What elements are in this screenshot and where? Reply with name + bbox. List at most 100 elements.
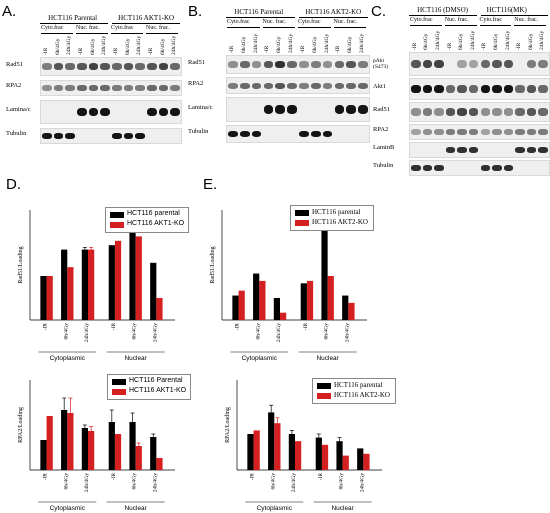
bar-ko xyxy=(67,413,74,470)
lane-label: 6h/4Gy xyxy=(240,36,247,54)
underline-left xyxy=(409,15,477,16)
group-label: Nuclear xyxy=(124,355,147,362)
blot-band xyxy=(158,63,169,70)
blot-row-label: RPA2 xyxy=(373,126,389,133)
underline-left xyxy=(226,17,295,18)
blot-band xyxy=(334,104,345,115)
bar-ko xyxy=(274,423,281,470)
legend-label-parental: HCT116 parental xyxy=(334,381,383,389)
legend-e-bottom: HCT116 parental HCT116 AKT2-KO xyxy=(312,378,396,404)
blot-band xyxy=(445,108,456,116)
bar-parental xyxy=(81,428,88,470)
panel-label-e: E. xyxy=(203,176,218,193)
blot-title-left: HCT116 Parental xyxy=(234,8,284,16)
blot-band xyxy=(322,130,333,138)
y-axis-label: RPA2/Loading xyxy=(18,407,24,443)
blot-band xyxy=(468,108,479,116)
blot-band xyxy=(287,82,297,89)
lane-label: -IR xyxy=(481,42,488,50)
panel-label-b: B. xyxy=(188,3,203,20)
lane-label: 24h/4Gy xyxy=(469,30,476,50)
blot-band xyxy=(65,63,75,70)
tick-label: 24h/4Gy xyxy=(152,323,158,343)
lane-label: 24h/4Gy xyxy=(539,30,546,50)
bar-ko xyxy=(88,249,95,320)
fraction-underline xyxy=(514,25,546,26)
blot-band xyxy=(123,85,134,91)
blot-strip xyxy=(226,97,370,122)
bar-ko xyxy=(135,236,142,320)
fraction-label: Nuc. frac. xyxy=(146,25,170,31)
legend-e-top: HCT116 parental HCT116 AKT2-KO xyxy=(290,205,374,231)
legend-swatch-akt1ko xyxy=(112,389,126,395)
blot-band xyxy=(53,63,64,70)
tick-label: 6h/4Gy xyxy=(63,473,69,490)
chart-d-rad51: Rad51/Loading -IR 6h/4Gy 24h/4Gy -IR 6h/4Gy 24… xyxy=(18,210,175,362)
lane-label: 24h/4Gy xyxy=(504,30,511,50)
bar-parental xyxy=(273,298,280,320)
blot-band xyxy=(88,85,99,91)
tick-label: -IR xyxy=(111,323,117,331)
lane-label: 24h/4Gy xyxy=(252,33,259,53)
blot-band xyxy=(445,129,456,135)
legend-swatch-akt1ko xyxy=(110,222,124,228)
legend-d-top: HCT116 parental HCT116 AKT1-KO xyxy=(105,207,189,233)
blot-title-right: HCT116(MK) xyxy=(486,6,527,14)
blot-band xyxy=(411,59,421,69)
bar-parental xyxy=(150,437,157,470)
blot-band xyxy=(135,133,145,139)
blot-band xyxy=(445,85,456,93)
blot-band xyxy=(515,85,525,93)
blot-band xyxy=(310,61,321,68)
blot-band xyxy=(503,165,514,171)
blot-band xyxy=(480,165,491,171)
blot-band xyxy=(170,63,180,70)
tick-label: 24h/4Gy xyxy=(152,473,158,493)
bar-ko xyxy=(114,240,122,320)
blot-band xyxy=(346,82,357,89)
fraction-label: Cyto.frac xyxy=(227,19,250,25)
tick-label: 6h/4Gy xyxy=(255,323,261,340)
group-label: Cytoplasmic xyxy=(50,355,86,362)
chart-e-rpa2: RPA2/Loading -IR 6h/4Gy 24h/4Gy -IR 6h/4Gy 24h… xyxy=(225,380,382,512)
tick-label: 24h/4Gy xyxy=(291,473,297,493)
blot-band xyxy=(77,107,87,117)
legend-label-parental: HCT116 Parental xyxy=(129,377,183,384)
legend-label-akt1ko: HCT116 AKT1-KO xyxy=(129,387,187,394)
blot-band xyxy=(480,85,491,93)
lane-label: 6h/4Gy xyxy=(276,36,283,54)
bar-parental xyxy=(336,441,343,470)
blot-band xyxy=(422,129,433,135)
blot-row-label: Akt1 xyxy=(373,83,386,90)
blot-band xyxy=(492,129,502,135)
bar-parental xyxy=(288,434,295,470)
bar-ko xyxy=(135,446,142,470)
fraction-label: Cyto.frac xyxy=(41,25,64,31)
legend-swatch-akt2ko xyxy=(295,220,309,226)
blot-band xyxy=(88,107,99,117)
blot-band xyxy=(42,133,52,139)
tick-label: 6h/4Gy xyxy=(324,323,330,340)
bar-ko xyxy=(67,267,74,320)
blot-band xyxy=(457,108,467,116)
blot-row-label: LaminB xyxy=(373,144,395,151)
lane-label: -IR xyxy=(411,42,418,50)
chart-d-rpa2: RPA2/Loading -IR 6h/4Gy 24h/4Gy -IR 6h/4Gy 24h… xyxy=(18,380,175,512)
blot-band xyxy=(538,59,548,69)
blot-band xyxy=(526,147,537,153)
blot-band xyxy=(346,104,357,115)
lane-label: 24h/4Gy xyxy=(323,33,330,53)
blot-row-label: Tubulin xyxy=(373,162,394,169)
blot-band xyxy=(135,63,145,70)
fraction-label: Cyto.frac xyxy=(111,25,134,31)
blot-band xyxy=(263,82,274,89)
fraction-underline xyxy=(444,25,477,26)
blot-band xyxy=(263,61,274,68)
blot-band xyxy=(422,59,433,69)
blot-band xyxy=(503,59,514,69)
blot-band xyxy=(275,61,286,68)
blot-band xyxy=(480,129,491,135)
blot-band xyxy=(88,63,99,70)
blot-band xyxy=(100,63,110,70)
tick-label: 6h/4Gy xyxy=(132,323,138,340)
